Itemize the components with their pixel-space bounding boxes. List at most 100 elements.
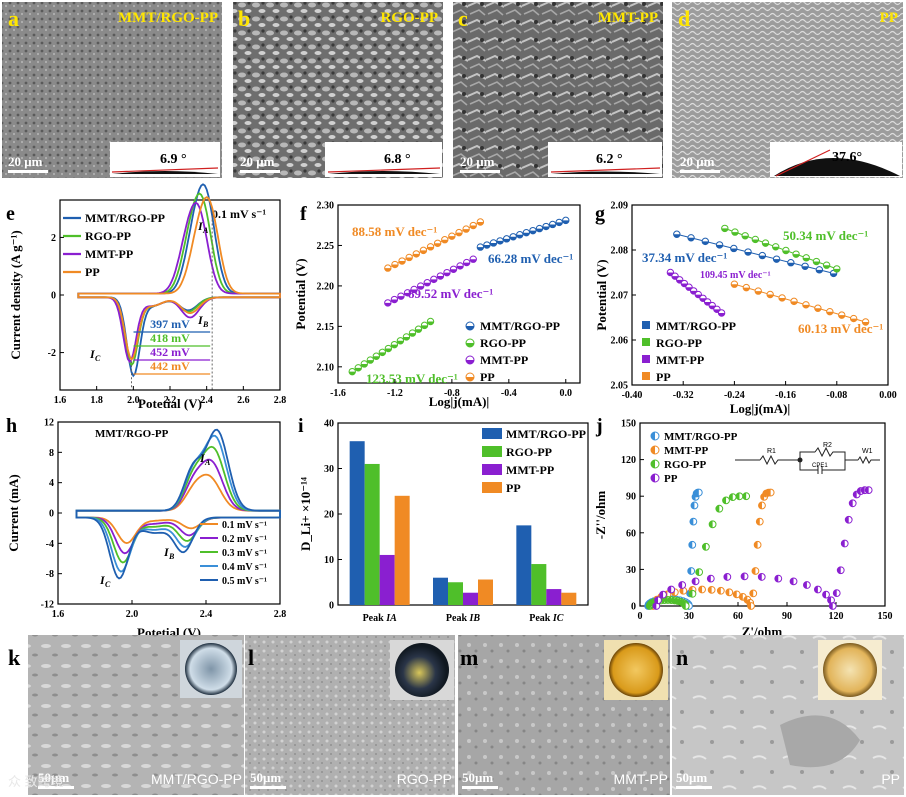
e-gap-label-0: 397 mV xyxy=(150,317,190,331)
f-ytick-label: 2.25 xyxy=(317,241,335,252)
equivalent-circuit: R1 R2 CPE1 W1 xyxy=(730,442,880,483)
f-point-fill-3-13 xyxy=(477,221,484,226)
f-point-fill-1-10 xyxy=(409,333,416,337)
i-bar-1-2 xyxy=(463,592,478,605)
circuit-node xyxy=(797,457,803,463)
j-ytick-label: 90 xyxy=(626,492,636,503)
chart-e: e 0.1 mV s⁻¹ Potetial (V) Current densit… xyxy=(6,183,286,411)
j-point-fill-3-7 xyxy=(723,573,728,581)
scale-label-c: 20 μm xyxy=(460,154,495,169)
f-legend-marker-fill-2 xyxy=(466,360,474,364)
j-point-fill-1-17 xyxy=(749,589,754,597)
h-ytick-label: -4 xyxy=(46,539,54,550)
panel-letter-e: e xyxy=(6,203,15,225)
e-legend-label-1: RGO-PP xyxy=(85,229,131,243)
g-point-fill-3-3 xyxy=(766,294,774,298)
g-legend-marker-2 xyxy=(642,355,650,363)
h-xtick-label: 2.0 xyxy=(126,609,139,620)
scale-bar-b xyxy=(240,170,280,173)
j-legend-label-2: RGO-PP xyxy=(664,459,706,471)
scale-label-l: 50μm xyxy=(250,770,281,785)
panel-letter-a: a xyxy=(8,6,19,31)
f-point-fill-2-8 xyxy=(437,276,444,280)
f-point-fill-1-6 xyxy=(385,348,392,352)
f-legend-marker-fill-3 xyxy=(466,377,474,381)
g-point-fill-3-11 xyxy=(862,322,869,326)
j-point-fill-3-3 xyxy=(667,586,672,593)
j-ytick-label: 120 xyxy=(621,455,636,466)
sem-panel-a: a MMT/RGO-PP 6.9 ° 20 μm xyxy=(2,2,222,178)
sem-panel-l: l 50μm RGO-PP xyxy=(245,635,455,795)
g-point-fill-3-9 xyxy=(838,315,845,319)
h-ytick-label: -12 xyxy=(41,600,54,611)
g-xtick-label: -0.08 xyxy=(826,390,847,401)
g-legend-label-2: MMT-PP xyxy=(656,353,704,367)
j-point-fill-3-10 xyxy=(774,575,779,583)
j-point-fill-3-24 xyxy=(861,486,865,494)
e-peak-sub-ia: A xyxy=(202,226,209,235)
f-point-fill-0-4 xyxy=(503,238,510,243)
j-point-fill-1-6 xyxy=(679,587,684,595)
sem-panel-d: d PP 37.6° 20 μm xyxy=(672,2,903,178)
j-point-fill-3-8 xyxy=(741,572,745,580)
sem-title-d: PP xyxy=(880,10,898,26)
j-point-fill-3-1 xyxy=(654,596,659,604)
f-point-fill-3-3 xyxy=(405,257,413,261)
j-point-fill-2-25 xyxy=(742,492,747,500)
g-point-fill-3-5 xyxy=(790,301,798,305)
panel-letter-m: m xyxy=(460,645,478,670)
droplet-d xyxy=(774,158,900,176)
g-legend-marker-3 xyxy=(642,372,650,380)
j-point-fill-1-21 xyxy=(758,502,762,509)
i-ytick-label: 20 xyxy=(324,510,334,521)
i-bar-2-0 xyxy=(516,525,532,605)
g-xtick-label: -0.24 xyxy=(724,390,745,401)
f-xtick-label: -0.8 xyxy=(444,388,460,399)
droplet-a xyxy=(112,171,218,174)
sample-label-l: RGO-PP xyxy=(397,771,452,787)
h-ytick-label: 0 xyxy=(49,509,54,520)
e-peak-label-ia: I xyxy=(197,219,204,233)
e-xtick-label: 2.4 xyxy=(200,395,213,406)
j-legend-marker-fill-2 xyxy=(651,460,655,468)
f-point-fill-2-13 xyxy=(470,259,477,263)
membrane-photo-l xyxy=(395,643,449,697)
i-bar-1-3 xyxy=(478,579,493,605)
j-xtick-label: 60 xyxy=(733,611,743,622)
j-point-fill-3-2 xyxy=(659,591,664,599)
j-point-fill-1-18 xyxy=(752,567,756,575)
panel-letter-j: j xyxy=(595,415,603,437)
i-legend-swatch-0 xyxy=(482,428,502,439)
panel-letter-d: d xyxy=(678,6,690,31)
g-point-fill-3-0 xyxy=(731,284,738,288)
f-point-fill-1-12 xyxy=(421,325,428,329)
membrane-photo-m xyxy=(609,643,663,697)
g-point-fill-3-8 xyxy=(826,311,834,315)
sample-label-k: MMT/RGO-PP xyxy=(151,771,242,787)
g-point-fill-1-6 xyxy=(782,250,790,254)
j-point-fill-3-22 xyxy=(853,491,857,498)
j-point-fill-3-14 xyxy=(822,591,827,599)
f-ytick-label: 2.30 xyxy=(317,201,335,212)
panel-letter-b: b xyxy=(238,6,250,31)
membrane-photo-n xyxy=(823,643,877,697)
scale-bar-l xyxy=(250,786,286,789)
sem-panel-b: b RGO-PP 6.8 ° 20 μm xyxy=(233,2,443,178)
e-peak-label-ib: I xyxy=(197,313,204,327)
e-xtick-label: 1.6 xyxy=(54,395,67,406)
g-slope-label-2: 109.45 mV dec⁻¹ xyxy=(700,270,771,281)
g-xtick-label: 0.00 xyxy=(879,390,897,401)
f-xtick-label: 0.0 xyxy=(560,388,573,399)
j-point-fill-1-9 xyxy=(708,586,712,594)
f-point-fill-0-1 xyxy=(483,245,491,249)
j-point-fill-2-20 xyxy=(709,520,713,528)
g-point-fill-1-3 xyxy=(752,239,759,243)
h-legend-label-0: 0.1 mV s⁻¹ xyxy=(222,520,267,531)
f-point-fill-2-3 xyxy=(404,292,411,297)
f-point-fill-0-0 xyxy=(477,247,484,251)
g-point-fill-3-6 xyxy=(802,304,810,309)
f-slope-label-2: 89.52 mV dec⁻¹ xyxy=(408,286,493,301)
sem-panel-c: c MMT-PP 6.2 ° 20 μm xyxy=(453,2,663,178)
f-point-fill-2-12 xyxy=(463,262,470,266)
g-slope-label-0: 37.34 mV dec⁻¹ xyxy=(642,250,727,265)
